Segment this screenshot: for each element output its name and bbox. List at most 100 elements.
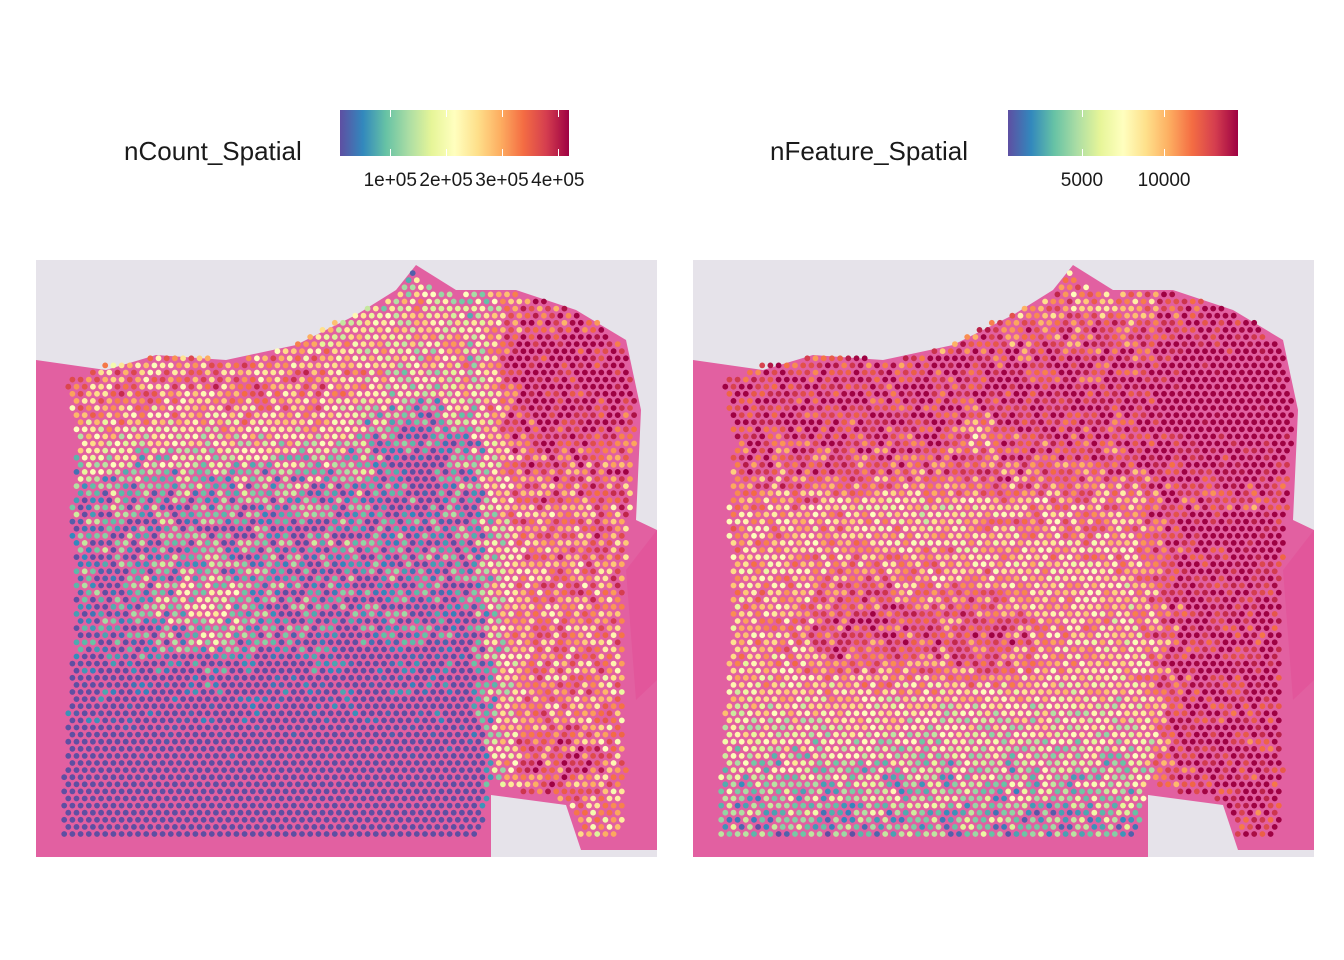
spot <box>438 575 445 582</box>
spot <box>90 383 96 390</box>
spot <box>372 774 379 781</box>
spot <box>233 447 240 454</box>
spot <box>372 646 379 653</box>
spot <box>385 682 391 688</box>
spot <box>610 504 617 511</box>
spot <box>602 419 609 426</box>
spot <box>393 483 400 489</box>
spot <box>176 561 182 568</box>
spot <box>573 312 580 319</box>
spot <box>286 454 293 461</box>
spot <box>1198 312 1204 319</box>
spot <box>475 795 482 802</box>
spot <box>221 596 228 603</box>
spot <box>463 419 469 426</box>
spot <box>311 525 318 532</box>
spot <box>368 611 375 617</box>
spot <box>331 674 338 681</box>
spot <box>598 454 605 461</box>
spot <box>594 703 601 710</box>
spot <box>274 802 281 809</box>
spot <box>77 390 84 397</box>
spot <box>188 497 195 504</box>
spot <box>413 561 420 568</box>
spot <box>528 618 535 624</box>
spot <box>454 674 461 681</box>
spot <box>213 596 219 603</box>
spot <box>241 674 248 681</box>
spot <box>340 319 346 326</box>
spot <box>606 525 613 532</box>
spot <box>393 327 400 333</box>
spot <box>360 738 367 745</box>
spot <box>295 440 301 447</box>
spot <box>295 525 301 532</box>
spot <box>368 469 375 475</box>
spot <box>204 383 211 390</box>
spot <box>610 348 617 355</box>
spot <box>204 440 211 447</box>
spot <box>446 461 453 468</box>
spot <box>536 319 543 326</box>
spot <box>536 745 543 752</box>
spot <box>1116 327 1122 333</box>
spot <box>463 689 469 695</box>
spot <box>196 582 203 589</box>
spot <box>483 682 490 688</box>
spot <box>319 724 326 731</box>
spot <box>516 454 523 461</box>
spot <box>163 511 170 518</box>
spot <box>1083 284 1089 291</box>
spot <box>528 518 535 525</box>
spot <box>545 760 551 766</box>
spot <box>167 717 174 724</box>
spot <box>541 525 547 532</box>
spot <box>495 291 502 298</box>
spot <box>586 547 592 553</box>
spot <box>131 753 137 759</box>
spot <box>192 703 199 710</box>
spot <box>614 753 621 759</box>
spot <box>303 824 309 830</box>
spot <box>459 327 465 333</box>
spot <box>319 327 326 333</box>
spot <box>1103 305 1110 312</box>
spot <box>344 540 350 546</box>
spot <box>180 767 187 773</box>
spot <box>545 461 551 468</box>
spot <box>381 390 387 397</box>
spot <box>459 767 465 773</box>
spot <box>422 632 428 639</box>
spot <box>118 476 125 482</box>
spot <box>508 341 514 347</box>
spot <box>565 511 572 518</box>
spot <box>557 355 564 362</box>
spot <box>299 660 305 667</box>
spot <box>85 717 92 724</box>
spot <box>541 596 547 603</box>
spot <box>126 461 133 468</box>
spot <box>532 568 539 575</box>
spot <box>426 369 432 376</box>
spot <box>1062 305 1069 312</box>
spot <box>155 582 162 589</box>
spot <box>319 369 326 376</box>
spot <box>569 461 576 468</box>
spot <box>299 731 305 738</box>
spot <box>286 511 293 518</box>
spot <box>303 568 309 575</box>
spot <box>331 547 338 553</box>
spot <box>389 760 396 766</box>
spot <box>356 490 363 497</box>
spot <box>475 426 482 433</box>
spot <box>192 504 199 511</box>
spot <box>528 731 535 738</box>
spot <box>500 312 506 319</box>
spot <box>573 554 580 560</box>
spot <box>147 724 154 731</box>
spot <box>385 568 391 575</box>
spot <box>422 802 428 809</box>
spot <box>126 618 133 624</box>
spot <box>582 398 588 404</box>
spot <box>307 703 314 710</box>
